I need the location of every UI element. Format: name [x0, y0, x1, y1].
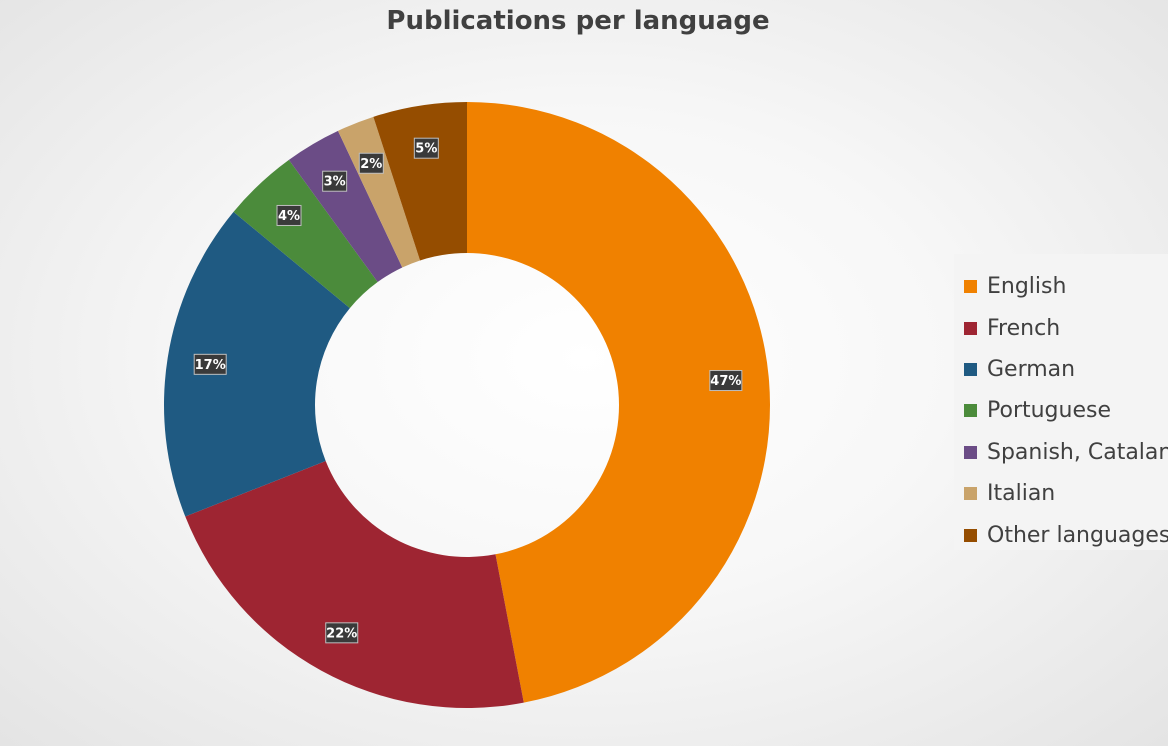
slice-portuguese [233, 159, 378, 309]
data-label-text: 22% [326, 626, 357, 641]
legend-swatch [964, 528, 977, 542]
data-label-other-languages: 5% [413, 137, 439, 159]
data-label-text: 5% [415, 142, 437, 157]
chart-title: Publications per language [386, 6, 770, 36]
legend-item-french: French [954, 307, 1168, 348]
data-label-text: 17% [195, 358, 226, 373]
data-label-box [413, 137, 439, 159]
legend-item-other-languages: Other languages [954, 514, 1168, 555]
data-label-italian: 2% [358, 152, 384, 174]
chart-legend: English French German Portuguese Spanish, Ca… [954, 254, 1168, 550]
legend-swatch [964, 404, 977, 418]
slice-other-languages [373, 102, 467, 261]
slice-french [185, 460, 524, 708]
legend-swatch [964, 362, 977, 376]
data-label-text: 47% [710, 374, 741, 389]
legend-item-english: English [954, 266, 1168, 307]
data-label-box [322, 170, 348, 192]
slice-german [164, 211, 350, 517]
data-label-text: 4% [278, 209, 300, 224]
slice-spanish-catalan [288, 130, 403, 283]
data-label-box [709, 370, 743, 392]
data-label-german: 17% [193, 353, 227, 375]
legend-swatch [964, 445, 977, 459]
slice-italian [337, 116, 421, 268]
legend-swatch [964, 321, 977, 335]
legend-item-portuguese: Portuguese [954, 390, 1168, 431]
data-label-box [193, 353, 227, 375]
legend-label: English [987, 274, 1067, 300]
data-label-text: 3% [324, 175, 346, 190]
data-label-english: 47% [709, 370, 743, 392]
legend-item-german: German [954, 349, 1168, 390]
data-label-portuguese: 4% [276, 204, 302, 226]
legend-label: German [987, 356, 1076, 382]
legend-swatch [964, 280, 977, 294]
legend-label: Italian [987, 481, 1056, 507]
legend-item-italian: Italian [954, 473, 1168, 514]
data-label-french: 22% [325, 622, 359, 644]
legend-item-spanish-catalan: Spanish, Catalan [954, 432, 1168, 473]
data-label-box [276, 204, 302, 226]
legend-label: Other languages [987, 522, 1168, 548]
data-label-spanish-catalan: 3% [322, 170, 348, 192]
data-label-box [358, 152, 384, 174]
data-label-box [325, 622, 359, 644]
legend-label: French [987, 315, 1061, 341]
legend-label: Spanish, Catalan [987, 439, 1168, 465]
legend-label: Portuguese [987, 398, 1111, 424]
slice-english [467, 102, 771, 703]
legend-swatch [964, 487, 977, 501]
data-label-text: 2% [360, 157, 382, 172]
